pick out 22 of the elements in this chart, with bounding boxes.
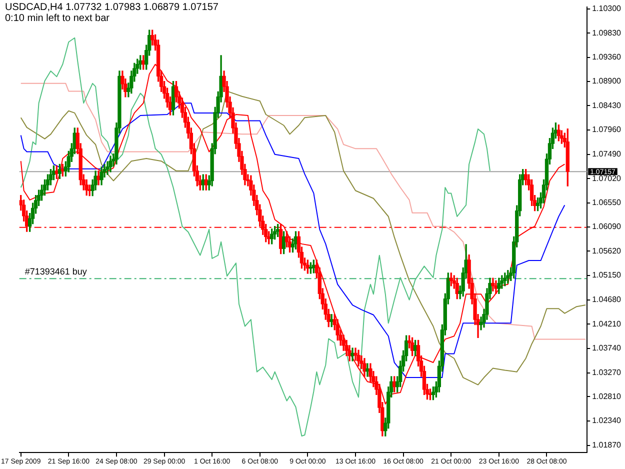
y-tick-label: 1.07960 — [592, 125, 622, 134]
annotation: #71393461 buy — [24, 266, 88, 277]
y-tick-label: 1.06090 — [592, 222, 622, 232]
y-tick-label: 1.03740 — [592, 344, 622, 353]
y-tick-label: 1.03270 — [592, 368, 622, 378]
y-tick-label: 1.09830 — [592, 28, 622, 38]
chart-title: USDCAD,H4 1.07732 1.07983 1.06879 1.07157 — [5, 2, 218, 13]
y-tick-label: 1.02340 — [592, 416, 622, 426]
y-tick-label: 1.06550 — [592, 198, 622, 208]
y-tick-label: 1.07020 — [592, 174, 622, 183]
y-tick-label: 1.07490 — [592, 150, 622, 159]
y-tick-label: 1.08430 — [592, 100, 622, 110]
y-tick-label: 1.05620 — [592, 246, 622, 256]
y-tick-label: 1.05150 — [592, 270, 622, 280]
y-tick-label: 1.04680 — [592, 295, 622, 304]
y-tick-label: 1.09360 — [592, 52, 622, 62]
y-tick-label: 1.02810 — [592, 392, 622, 401]
text: 0:10 min left to next bar — [5, 13, 110, 24]
y-tick-label: 1.01870 — [592, 440, 622, 450]
y-tick-label: 1.10300 — [592, 4, 622, 14]
y-tick-label: 1.04210 — [592, 319, 622, 328]
y-tick-label: 1.08900 — [592, 76, 622, 86]
